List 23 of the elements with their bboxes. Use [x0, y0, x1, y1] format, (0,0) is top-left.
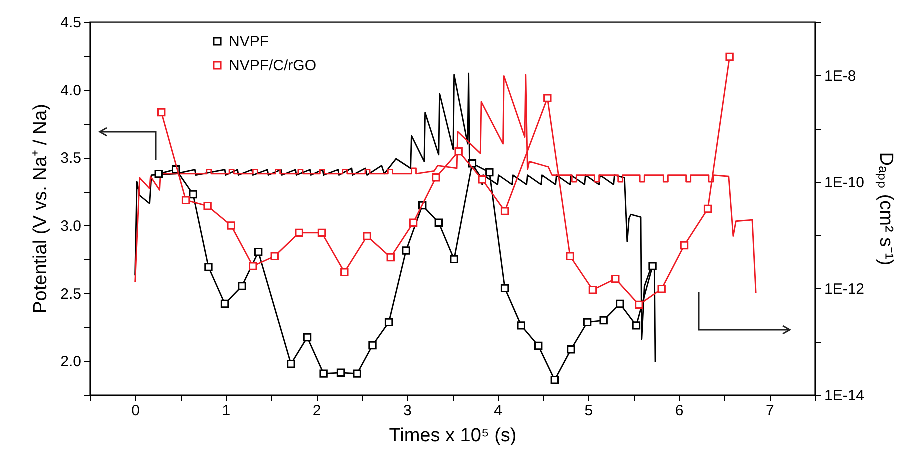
- y-axis-title: Potential (V vs. Na⁺ / Na): [30, 104, 52, 314]
- x-tick-label: 1: [222, 402, 231, 420]
- x-tick-label: 4: [494, 402, 502, 420]
- y2-axis-title: Dₐₚₚ (cm² s⁻¹): [876, 152, 897, 266]
- x-tick-label: 0: [132, 402, 140, 420]
- y-tick-label: 2.0: [60, 354, 82, 371]
- x-tick-label: 3: [404, 402, 412, 420]
- y2-tick-label: 1E-10: [824, 174, 865, 192]
- x-axis-title: Times x 10⁵ (s): [389, 426, 517, 446]
- y-tick-label: 2.5: [60, 286, 82, 303]
- legend-label: NVPF/C/rGO: [229, 58, 317, 74]
- y-tick-label: 4.0: [60, 82, 82, 100]
- y2-tick-label: 1E-8: [824, 68, 856, 85]
- x-tick-label: 7: [766, 402, 774, 420]
- x-tick-label: 5: [584, 402, 594, 420]
- y-tick-label: 3.0: [60, 218, 82, 235]
- y-tick-label: 3.5: [60, 150, 82, 168]
- y-tick-label: 4.5: [60, 14, 82, 32]
- legend-label: NVPF: [229, 34, 270, 50]
- x-tick-label: 6: [675, 402, 684, 420]
- y2-tick-label: 1E-12: [824, 280, 865, 298]
- x-tick-label: 2: [312, 402, 322, 420]
- y2-tick-label: 1E-14: [824, 388, 865, 404]
